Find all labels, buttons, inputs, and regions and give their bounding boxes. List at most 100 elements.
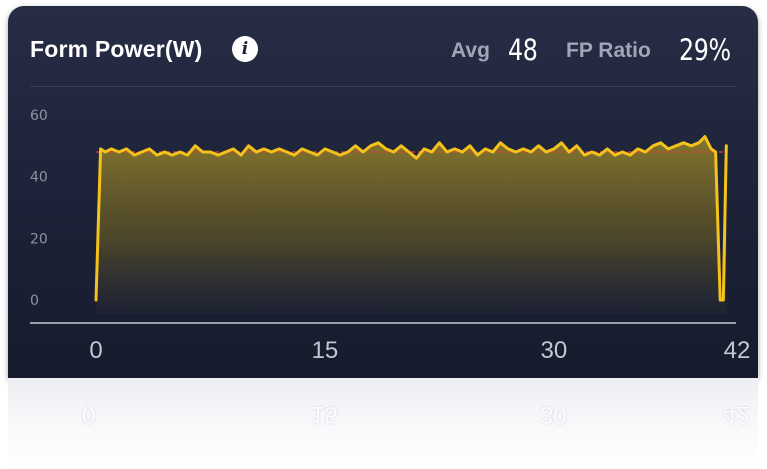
data-point [95,299,97,301]
data-point [104,151,106,153]
x-tick-label: 0 [89,337,102,364]
data-point [710,148,712,150]
data-point [225,151,227,153]
data-point [704,135,706,138]
data-point [690,145,692,147]
data-point [560,142,563,144]
y-tick-label: 40 [30,170,48,186]
data-point [553,148,555,150]
data-point [354,145,357,147]
fp-ratio-label: FP Ratio [566,39,651,62]
data-point [431,151,433,153]
data-point [507,148,509,150]
data-point [286,151,288,153]
y-axis: 0 20 40 60 [30,108,48,309]
data-point [110,148,112,150]
data-point [362,151,364,153]
data-point [644,151,647,153]
data-point [492,151,494,153]
data-point [675,145,677,147]
data-point [621,151,624,153]
data-point [476,154,479,156]
data-point [255,151,257,153]
x-axis: 0 15 30 42 [89,337,750,364]
data-point [179,151,181,153]
data-point [415,157,418,159]
data-point [263,148,265,150]
data-point [270,151,273,153]
data-point [606,148,608,150]
data-point [629,154,631,156]
data-point [591,151,593,153]
data-point [118,151,120,153]
data-point [232,148,234,150]
x-tick-reflection: 0 [82,401,96,428]
data-point [309,151,311,153]
data-point [725,145,727,147]
data-point [568,151,570,153]
y-tick-label: 20 [30,231,48,247]
data-point [599,154,601,156]
data-point [148,148,151,150]
data-points [95,135,727,301]
data-point [393,151,395,153]
x-tick-label: 42 [724,337,751,364]
data-point [324,148,326,150]
data-point [614,154,616,156]
data-point [423,148,425,150]
data-point [125,148,128,150]
data-point [652,145,654,147]
reflection: 0 15 30 42 [8,378,758,469]
x-tick-label: 30 [541,337,568,364]
data-point [545,151,547,153]
data-point [164,151,166,153]
data-point [515,151,517,153]
x-tick-reflection: 42 [723,401,750,428]
data-point [719,299,721,301]
data-point [400,145,402,147]
x-tick-label: 15 [312,337,339,364]
data-point [99,148,102,150]
info-icon[interactable]: i [232,36,258,62]
data-point [278,148,280,150]
x-tick-reflection: 30 [539,401,567,428]
data-point [316,154,318,156]
data-point [217,154,219,156]
x-tick-reflection: 15 [310,401,338,428]
data-point [331,151,334,153]
header-divider [30,86,736,87]
data-point [438,142,440,144]
fp-ratio-value: 29% [679,33,731,67]
data-point [133,154,135,156]
data-point [385,148,387,150]
y-tick-label: 60 [30,108,48,124]
y-tick-label: 0 [30,293,39,309]
data-point [682,142,685,144]
data-point [377,142,379,144]
data-point [194,145,196,147]
data-point [530,151,532,153]
data-point [484,148,486,150]
data-point [454,148,456,150]
data-point [722,299,724,301]
form-power-chart: 0 20 40 60 0 15 30 42 [30,108,750,364]
data-point [293,154,296,156]
data-point [156,154,158,156]
data-point [667,148,669,150]
data-point [522,148,524,150]
form-power-card: Form Power(W) i Avg 48 FP Ratio 29% 0 20 4… [8,6,758,378]
data-point [537,145,540,147]
data-point [408,151,410,153]
data-point [202,151,204,153]
data-point [171,154,173,156]
data-point [660,142,662,144]
data-point [637,148,639,150]
avg-label: Avg [451,39,490,62]
power-area [96,136,727,314]
data-point [698,142,700,144]
data-point [446,151,448,153]
data-point [499,142,502,144]
data-point [141,151,143,153]
data-point [583,154,585,156]
data-point [715,151,717,153]
